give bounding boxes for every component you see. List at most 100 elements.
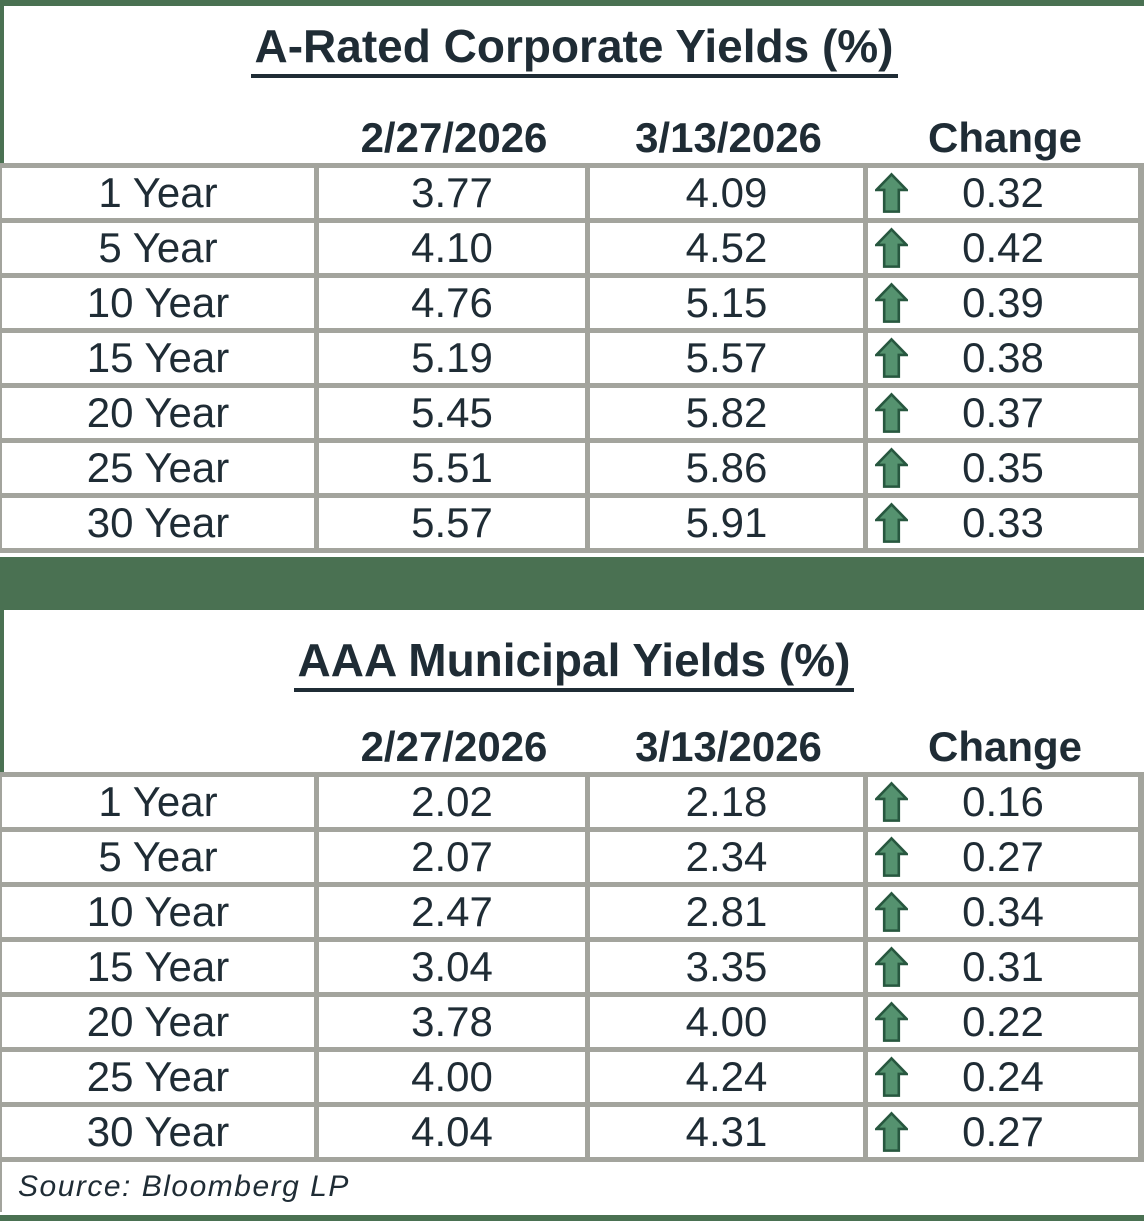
value-date1: 3.78: [319, 997, 585, 1047]
change-direction-up: [875, 781, 908, 823]
row-label: 25 Year: [2, 443, 314, 493]
change-direction-up: [875, 891, 908, 933]
change-direction-up: [875, 1001, 908, 1043]
change-value: 0.31: [962, 943, 1044, 990]
value-date1: 5.19: [319, 333, 585, 383]
corporate-title-text: A-Rated Corporate Yields (%): [250, 22, 898, 79]
corporate-column-headers: 2/27/2026 3/13/2026 Change: [4, 117, 1144, 159]
column-header-date2: 3/13/2026: [635, 114, 822, 161]
value-date2: 2.34: [590, 832, 863, 882]
change-direction-up: [875, 1056, 908, 1098]
corporate-yields-table: 1 Year 3.77 4.09 0.32 5 Year 4.10 4.52 0.42 10 Y…: [0, 163, 1144, 553]
change-direction-up: [875, 392, 908, 434]
change-direction-up: [875, 337, 908, 379]
change-cell: 0.24: [868, 1052, 1138, 1102]
row-label: 1 Year: [2, 168, 314, 218]
municipal-title: AAA Municipal Yields (%): [4, 636, 1144, 693]
change-value: 0.33: [962, 499, 1044, 546]
value-date1: 2.02: [319, 777, 585, 827]
change-direction-up: [875, 447, 908, 489]
change-value: 0.42: [962, 224, 1044, 271]
value-date2: 4.52: [590, 223, 863, 273]
row-label: 10 Year: [2, 278, 314, 328]
value-date1: 4.76: [319, 278, 585, 328]
change-cell: 0.27: [868, 832, 1138, 882]
value-date2: 5.15: [590, 278, 863, 328]
up-arrow-icon: [875, 392, 908, 433]
corporate-yields-header-block: A-Rated Corporate Yields (%) 2/27/2026 3…: [0, 6, 1144, 163]
value-date2: 5.82: [590, 388, 863, 438]
change-value: 0.34: [962, 888, 1044, 935]
value-date2: 2.81: [590, 887, 863, 937]
change-cell: 0.42: [868, 223, 1138, 273]
up-arrow-icon: [875, 891, 908, 932]
change-direction-up: [875, 836, 908, 878]
change-direction-up: [875, 227, 908, 269]
up-arrow-icon: [875, 946, 908, 987]
row-label: 20 Year: [2, 997, 314, 1047]
value-date1: 4.10: [319, 223, 585, 273]
up-arrow-icon: [875, 1056, 908, 1097]
change-cell: 0.32: [868, 168, 1138, 218]
column-header-date2: 3/13/2026: [635, 723, 822, 770]
value-date2: 3.35: [590, 942, 863, 992]
column-header-blank: [4, 726, 316, 768]
change-value: 0.24: [962, 1053, 1044, 1100]
value-date2: 4.24: [590, 1052, 863, 1102]
change-value: 0.27: [962, 1108, 1044, 1155]
municipal-yields-header-block: AAA Municipal Yields (%) 2/27/2026 3/13/…: [0, 610, 1144, 772]
value-date2: 5.86: [590, 443, 863, 493]
row-label: 15 Year: [2, 333, 314, 383]
up-arrow-icon: [875, 1001, 908, 1042]
change-value: 0.35: [962, 444, 1044, 491]
value-date2: 4.00: [590, 997, 863, 1047]
change-cell: 0.31: [868, 942, 1138, 992]
row-label: 10 Year: [2, 887, 314, 937]
change-cell: 0.35: [868, 443, 1138, 493]
value-date1: 5.51: [319, 443, 585, 493]
change-value: 0.27: [962, 833, 1044, 880]
change-direction-up: [875, 282, 908, 324]
value-date1: 5.57: [319, 498, 585, 548]
column-header-blank: [4, 117, 316, 159]
source-row: Source: Bloomberg LP: [0, 1162, 1144, 1212]
change-cell: 0.37: [868, 388, 1138, 438]
change-cell: 0.34: [868, 887, 1138, 937]
change-cell: 0.38: [868, 333, 1138, 383]
change-value: 0.37: [962, 389, 1044, 436]
value-date2: 2.18: [590, 777, 863, 827]
municipal-yields-table: 1 Year 2.02 2.18 0.16 5 Year 2.07 2.34 0.27 10 Y…: [0, 772, 1144, 1162]
change-value: 0.39: [962, 279, 1044, 326]
column-header-change: Change: [927, 723, 1082, 770]
row-label: 30 Year: [2, 498, 314, 548]
value-date2: 5.57: [590, 333, 863, 383]
value-date1: 2.07: [319, 832, 585, 882]
change-direction-up: [875, 946, 908, 988]
section-divider-bar: [0, 557, 1144, 610]
up-arrow-icon: [875, 172, 908, 213]
source-note: Source: Bloomberg LP: [18, 1170, 350, 1203]
change-cell: 0.16: [868, 777, 1138, 827]
row-label: 20 Year: [2, 388, 314, 438]
column-header-date1: 2/27/2026: [360, 114, 548, 161]
up-arrow-icon: [875, 227, 908, 268]
change-direction-up: [875, 172, 908, 214]
municipal-column-headers: 2/27/2026 3/13/2026 Change: [4, 726, 1144, 768]
row-label: 5 Year: [2, 223, 314, 273]
change-direction-up: [875, 1111, 908, 1153]
column-header-date1: 2/27/2026: [360, 723, 548, 770]
corporate-title: A-Rated Corporate Yields (%): [4, 22, 1144, 79]
value-date1: 3.04: [319, 942, 585, 992]
up-arrow-icon: [875, 447, 908, 488]
value-date1: 4.04: [319, 1107, 585, 1157]
row-label: 25 Year: [2, 1052, 314, 1102]
row-label: 5 Year: [2, 832, 314, 882]
change-value: 0.16: [962, 778, 1044, 825]
value-date2: 5.91: [590, 498, 863, 548]
change-value: 0.22: [962, 998, 1044, 1045]
value-date2: 4.09: [590, 168, 863, 218]
value-date1: 3.77: [319, 168, 585, 218]
change-cell: 0.33: [868, 498, 1138, 548]
up-arrow-icon: [875, 836, 908, 877]
